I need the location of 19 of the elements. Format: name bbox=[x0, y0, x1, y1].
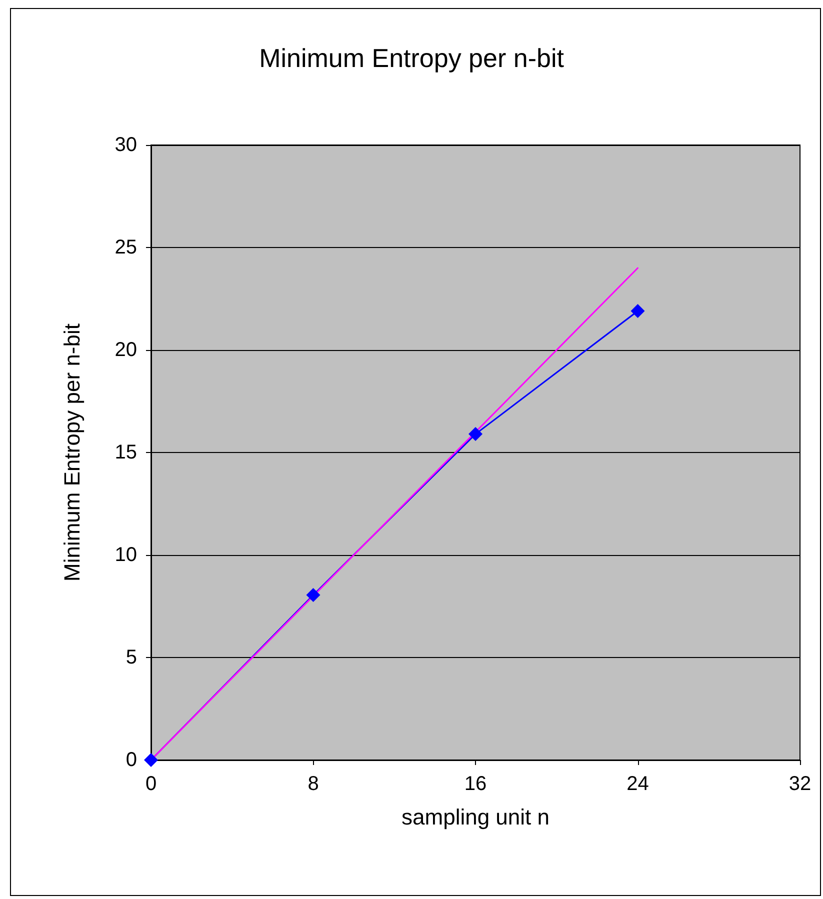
point bbox=[630, 304, 645, 318]
x-axis-title: sampling unit n bbox=[402, 804, 550, 830]
point bbox=[306, 588, 320, 602]
x-tick-label: 24 bbox=[626, 773, 649, 795]
x-tick-label: 32 bbox=[788, 773, 812, 795]
y-tick-label: 0 bbox=[126, 749, 137, 771]
x-tick-label: 8 bbox=[308, 773, 319, 795]
chart-title: Minimum Entropy per n-bit bbox=[259, 43, 565, 73]
x-tick-label: 16 bbox=[464, 773, 487, 795]
y-tick-label: 25 bbox=[114, 236, 137, 258]
point bbox=[468, 427, 482, 442]
y-tick-label: 30 bbox=[114, 134, 137, 156]
x-tick-label: 0 bbox=[145, 773, 157, 795]
y-tick-label: 20 bbox=[114, 339, 137, 361]
y-axis-title: Minimum Entropy per n-bit bbox=[60, 324, 84, 582]
y-tick-label: 15 bbox=[114, 442, 137, 464]
point bbox=[144, 753, 158, 767]
y-tick-label: 5 bbox=[126, 646, 137, 668]
y-tick-label: 10 bbox=[114, 544, 137, 566]
